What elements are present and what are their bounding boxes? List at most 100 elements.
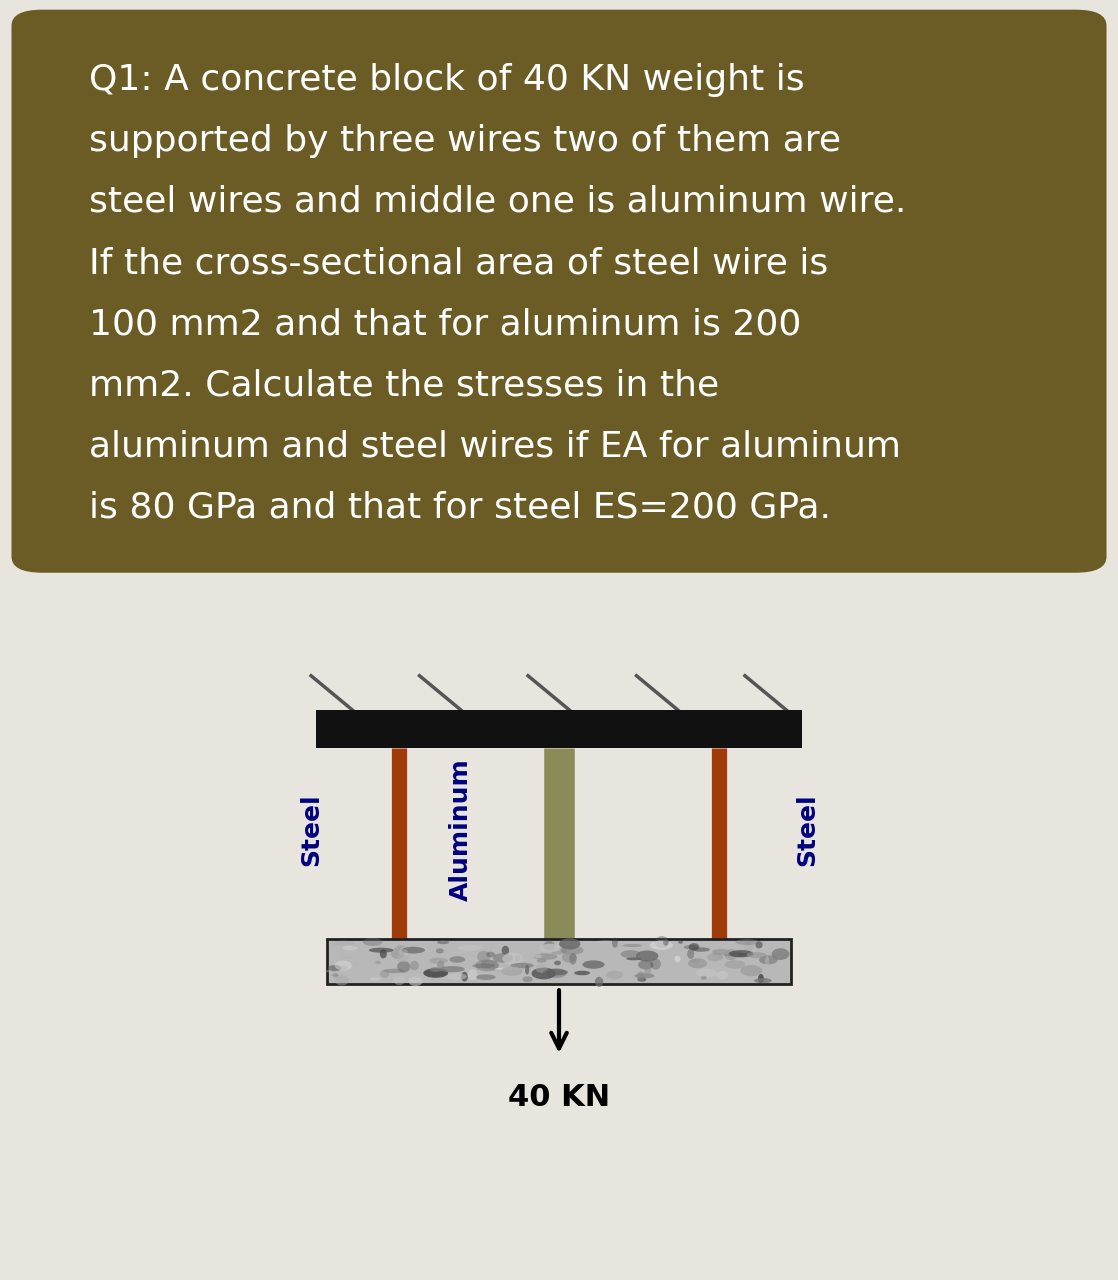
Ellipse shape: [684, 945, 698, 950]
Ellipse shape: [428, 957, 436, 964]
Ellipse shape: [634, 973, 655, 978]
Ellipse shape: [343, 946, 358, 951]
Ellipse shape: [663, 940, 669, 946]
Ellipse shape: [679, 941, 683, 943]
Ellipse shape: [736, 940, 759, 945]
Ellipse shape: [759, 955, 778, 964]
Ellipse shape: [655, 936, 669, 948]
Ellipse shape: [650, 941, 673, 950]
Ellipse shape: [446, 974, 467, 980]
Ellipse shape: [328, 965, 341, 972]
Ellipse shape: [492, 965, 509, 973]
Ellipse shape: [688, 948, 694, 959]
Ellipse shape: [376, 961, 381, 964]
Ellipse shape: [614, 943, 620, 951]
Text: Aluminum: Aluminum: [448, 759, 473, 901]
Ellipse shape: [674, 956, 681, 963]
Text: steel wires and middle one is aluminum wire.: steel wires and middle one is aluminum w…: [89, 184, 907, 219]
Ellipse shape: [546, 968, 567, 978]
Ellipse shape: [537, 959, 547, 963]
Ellipse shape: [514, 955, 520, 963]
Ellipse shape: [595, 977, 604, 987]
Bar: [326, 940, 792, 984]
Ellipse shape: [637, 978, 646, 982]
Ellipse shape: [712, 948, 730, 955]
Ellipse shape: [350, 960, 360, 968]
Ellipse shape: [740, 965, 762, 977]
Ellipse shape: [546, 946, 562, 951]
Ellipse shape: [457, 945, 483, 951]
Ellipse shape: [341, 956, 354, 959]
Ellipse shape: [330, 965, 348, 970]
Text: Steel: Steel: [795, 794, 818, 867]
Ellipse shape: [561, 952, 577, 963]
Ellipse shape: [369, 978, 381, 980]
Ellipse shape: [472, 964, 495, 968]
Ellipse shape: [771, 948, 789, 960]
Bar: [316, 710, 802, 748]
Ellipse shape: [430, 957, 448, 964]
Ellipse shape: [644, 965, 651, 975]
Ellipse shape: [401, 947, 425, 954]
Ellipse shape: [467, 969, 477, 980]
Ellipse shape: [543, 941, 555, 951]
Ellipse shape: [493, 954, 513, 963]
Text: 40 KN: 40 KN: [508, 1083, 610, 1112]
Ellipse shape: [511, 963, 534, 968]
Ellipse shape: [476, 974, 495, 980]
Ellipse shape: [723, 952, 748, 956]
Ellipse shape: [575, 970, 590, 975]
Ellipse shape: [495, 968, 519, 970]
Text: If the cross-sectional area of steel wire is: If the cross-sectional area of steel wir…: [89, 246, 828, 280]
Ellipse shape: [716, 972, 728, 979]
Ellipse shape: [531, 968, 556, 979]
Ellipse shape: [397, 946, 405, 947]
Ellipse shape: [539, 943, 560, 952]
Ellipse shape: [724, 960, 745, 969]
Ellipse shape: [606, 970, 623, 979]
Ellipse shape: [383, 969, 405, 973]
Text: aluminum and steel wires if EA for aluminum: aluminum and steel wires if EA for alumi…: [89, 429, 901, 463]
Ellipse shape: [612, 938, 618, 947]
Ellipse shape: [449, 956, 465, 963]
Ellipse shape: [701, 975, 707, 979]
Ellipse shape: [394, 975, 405, 986]
Ellipse shape: [626, 957, 642, 960]
Ellipse shape: [397, 955, 410, 963]
Ellipse shape: [729, 950, 754, 957]
Ellipse shape: [745, 941, 754, 952]
Ellipse shape: [582, 960, 605, 969]
Ellipse shape: [331, 941, 356, 946]
Ellipse shape: [532, 955, 542, 959]
Ellipse shape: [429, 968, 442, 972]
Ellipse shape: [332, 973, 339, 977]
Ellipse shape: [410, 961, 419, 970]
Ellipse shape: [391, 947, 405, 959]
Ellipse shape: [543, 969, 568, 975]
Ellipse shape: [462, 972, 467, 982]
Ellipse shape: [522, 977, 532, 982]
Ellipse shape: [623, 945, 642, 947]
Ellipse shape: [334, 960, 352, 970]
Ellipse shape: [380, 950, 387, 959]
Ellipse shape: [697, 969, 717, 978]
Ellipse shape: [708, 954, 723, 961]
Text: is 80 GPa and that for steel ES=200 GPa.: is 80 GPa and that for steel ES=200 GPa.: [89, 490, 831, 525]
Ellipse shape: [380, 970, 389, 978]
Ellipse shape: [536, 964, 548, 973]
Ellipse shape: [525, 965, 529, 974]
Ellipse shape: [651, 959, 661, 970]
Ellipse shape: [595, 941, 616, 943]
Ellipse shape: [439, 966, 465, 973]
Text: Steel: Steel: [300, 794, 323, 867]
Ellipse shape: [397, 961, 410, 973]
Text: Q1: A concrete block of 40 KN weight is: Q1: A concrete block of 40 KN weight is: [89, 63, 805, 97]
Ellipse shape: [767, 972, 790, 974]
Ellipse shape: [688, 959, 707, 969]
Ellipse shape: [369, 947, 394, 952]
FancyBboxPatch shape: [11, 10, 1107, 572]
Ellipse shape: [724, 948, 738, 960]
Ellipse shape: [550, 948, 567, 955]
Ellipse shape: [437, 941, 449, 945]
Ellipse shape: [637, 972, 645, 980]
